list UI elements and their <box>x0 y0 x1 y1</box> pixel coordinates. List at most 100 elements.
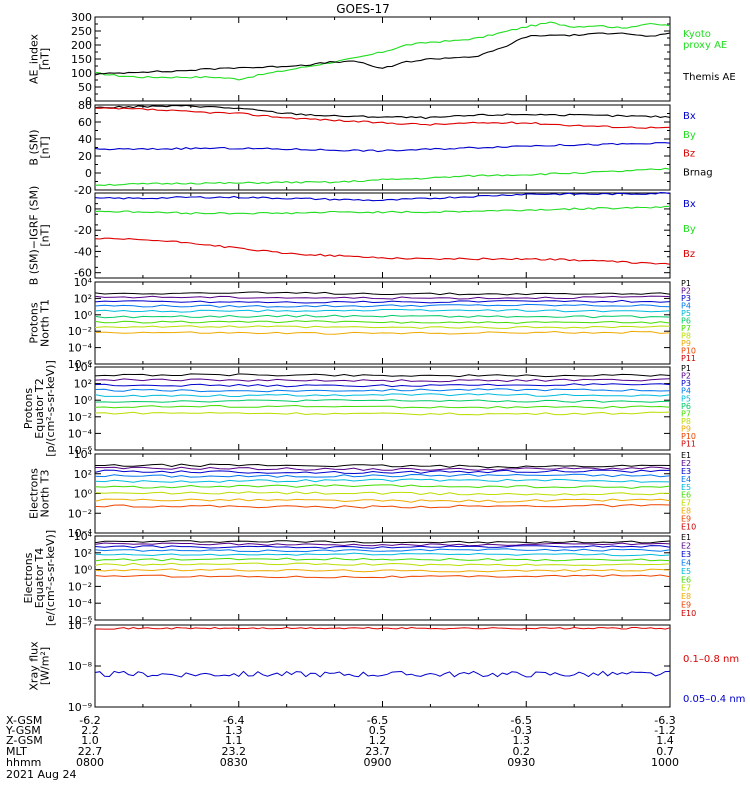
y-axis-label: [e/(cm²-s-sr-keV)] <box>44 530 57 626</box>
flux-channel-line <box>94 404 671 409</box>
flux-channel-line <box>94 320 671 324</box>
footer-value: 0.5 <box>369 724 387 737</box>
legend-entry: E10 <box>681 609 696 618</box>
flux-channel-line <box>94 314 671 319</box>
footer-value: 23.2 <box>222 745 247 758</box>
y-axis-label: B (SM)−IGRF (SM) <box>28 186 41 286</box>
flux-channel-line <box>94 378 671 383</box>
y-axis-label: Equator T4 <box>33 548 46 608</box>
y-tick-label: -20 <box>74 184 92 197</box>
y-tick-label: 10⁻⁷ <box>68 619 92 632</box>
legend-entry: P8 <box>681 417 691 426</box>
series-bx <box>94 192 671 202</box>
flux-channel-line <box>94 498 671 503</box>
footer-value: 2.2 <box>81 724 99 737</box>
footer-value: 0830 <box>220 756 248 769</box>
y-tick-label: 10⁻⁶ <box>68 358 93 371</box>
y-tick-label: 10⁰ <box>74 564 93 577</box>
xray-series-line <box>94 670 671 678</box>
legend-entry: P3 <box>681 379 691 388</box>
series-by <box>94 205 671 215</box>
xray-series-line <box>95 626 671 630</box>
legend-entry: P4 <box>681 301 691 310</box>
date-label: 2021 Aug 24 <box>6 768 76 781</box>
series-brnag <box>94 104 671 120</box>
legend-entry: E10 <box>681 522 696 531</box>
y-tick-label: 10² <box>74 547 92 560</box>
y-axis-label: Equator T2 <box>33 378 46 438</box>
footer-value: 0930 <box>507 756 535 769</box>
y-tick-label: 250 <box>71 25 92 38</box>
y-axis-label: North T1 <box>39 299 52 347</box>
legend-entry: P2 <box>681 287 691 296</box>
flux-channel-line <box>94 557 671 562</box>
y-tick-label: 10² <box>74 378 92 391</box>
footer-value: -6.4 <box>223 714 244 727</box>
footer-value: -1.2 <box>654 724 675 737</box>
y-tick-label: 50 <box>78 81 92 94</box>
y-tick-label: 100 <box>71 67 92 80</box>
footer-value: 0900 <box>364 756 392 769</box>
y-tick-label: 10⁻⁴ <box>68 427 93 440</box>
y-axis-label: B (SM) <box>28 129 41 165</box>
footer-value: 0.2 <box>513 745 531 758</box>
legend-entry: 0.1–0.8 nm <box>683 654 739 665</box>
y-axis-label: Protons <box>28 302 41 343</box>
y-tick-label: 10⁻⁹ <box>68 701 92 714</box>
legend-entry: E7 <box>681 499 691 508</box>
flux-channel-line <box>94 473 671 478</box>
y-tick-label: 10⁴ <box>74 530 93 543</box>
flux-channel-line <box>94 330 671 335</box>
legend-entry: E3 <box>681 550 691 559</box>
legend-entry: E1 <box>681 451 691 460</box>
legend-entry: P1 <box>681 364 691 373</box>
y-axis-label: [W/m²] <box>39 647 52 685</box>
legend-entry: E5 <box>681 483 691 492</box>
y-tick-label: 10⁻² <box>68 507 92 520</box>
y-tick-label: 0 <box>85 203 92 216</box>
legend-entry: P9 <box>681 339 691 348</box>
y-axis-label: Xray flux <box>28 641 41 691</box>
legend-entry: P2 <box>681 372 691 381</box>
flux-channel-line <box>94 411 671 416</box>
panels: 050100150200250300AE_index[nT]Kyotoproxy… <box>22 11 745 714</box>
y-tick-label: 20 <box>78 150 92 163</box>
footer-row-label: Z-GSM <box>6 734 43 747</box>
legend-entry: E4 <box>681 558 691 567</box>
y-axis-label: [nT] <box>39 224 52 246</box>
footer-value: 1.0 <box>81 734 99 747</box>
y-axis-label: AE_index <box>28 33 41 84</box>
y-tick-label: 10⁴ <box>74 361 93 374</box>
legend-entry: P7 <box>681 409 691 418</box>
y-tick-label: 10⁻⁴ <box>68 597 93 610</box>
footer-value: 1.2 <box>369 734 387 747</box>
legend-entry: E6 <box>681 575 691 584</box>
footer-value: -6.5 <box>367 714 388 727</box>
flux-channel-line <box>94 548 671 553</box>
legend-entry: By <box>683 130 696 141</box>
footer-row-label: hhmm <box>6 756 41 769</box>
flux-channel-line <box>94 373 671 378</box>
series-bx <box>94 142 671 153</box>
y-tick-label: 10⁻⁶ <box>68 614 93 627</box>
flux-channel-line <box>94 542 671 547</box>
flux-channel-line <box>94 303 671 308</box>
chart-title: GOES-17 <box>336 2 390 16</box>
legend-entry: Bz <box>683 149 695 160</box>
footer-value: 1.4 <box>656 734 674 747</box>
legend-entry: P6 <box>681 316 691 325</box>
flux-channel-line <box>94 295 671 300</box>
series-bz <box>94 237 671 265</box>
y-tick-label: 10² <box>74 468 92 481</box>
panel-2: -20 0 20 40 60 80 B (SM)[nT] Bx By Bz Brnag <box>28 99 713 197</box>
panel-frame <box>94 192 671 279</box>
legend-entry: E8 <box>681 592 691 601</box>
y-tick-label: 10⁻⁴ <box>68 342 93 355</box>
legend-entry: Bz <box>683 249 695 260</box>
flux-channel-line <box>94 291 671 296</box>
flux-channel-line <box>94 393 671 398</box>
y-tick-label: 80 <box>78 99 92 112</box>
